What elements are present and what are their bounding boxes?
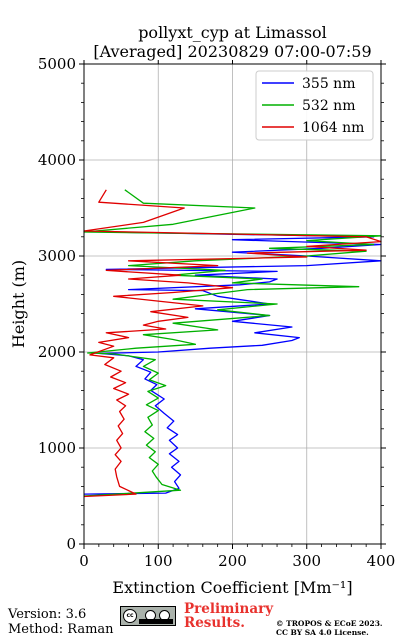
preliminary-notice: Preliminary Results. bbox=[184, 602, 273, 630]
x-tick-label: 300 bbox=[292, 552, 321, 570]
cc-by-sa-icon: cc bbox=[120, 606, 176, 626]
y-tick-label: 2000 bbox=[38, 343, 76, 361]
preliminary-line1: Preliminary bbox=[184, 601, 274, 617]
copyright-line2: CC BY SA 4.0 License. bbox=[276, 628, 369, 637]
y-axis-label: Height (m) bbox=[9, 260, 28, 348]
x-tick-label: 0 bbox=[79, 552, 89, 570]
y-tick-label: 1000 bbox=[38, 439, 76, 457]
y-tick-label: 4000 bbox=[38, 151, 76, 169]
x-tick-label: 100 bbox=[144, 552, 173, 570]
legend-box bbox=[255, 70, 374, 141]
legend-label: 355 nm bbox=[302, 76, 355, 92]
chart-subtitle: [Averaged] 20230829 07:00-07:59 bbox=[93, 42, 372, 61]
legend-label: 532 nm bbox=[302, 98, 355, 114]
legend-label: 1064 nm bbox=[302, 120, 364, 136]
method-text: Method: Raman bbox=[8, 622, 114, 637]
copyright-line1: © TROPOS & ECoE 2023. bbox=[276, 619, 383, 628]
y-tick-label: 0 bbox=[66, 535, 76, 553]
version-text: Version: 3.6 bbox=[8, 607, 87, 622]
series-line-1064-nm bbox=[83, 189, 382, 498]
preliminary-line2: Results. bbox=[184, 615, 245, 631]
y-tick-label: 5000 bbox=[38, 55, 76, 73]
x-axis-label: Extinction Coefficient [Mm⁻¹] bbox=[112, 578, 352, 597]
chart-title: pollyxt_cyp at Limassol bbox=[138, 23, 327, 42]
copyright-notice: © TROPOS & ECoE 2023. CC BY SA 4.0 Licen… bbox=[276, 619, 383, 637]
y-tick-label: 3000 bbox=[38, 247, 76, 265]
x-tick-label: 200 bbox=[218, 552, 247, 570]
x-tick-label: 400 bbox=[367, 552, 396, 570]
